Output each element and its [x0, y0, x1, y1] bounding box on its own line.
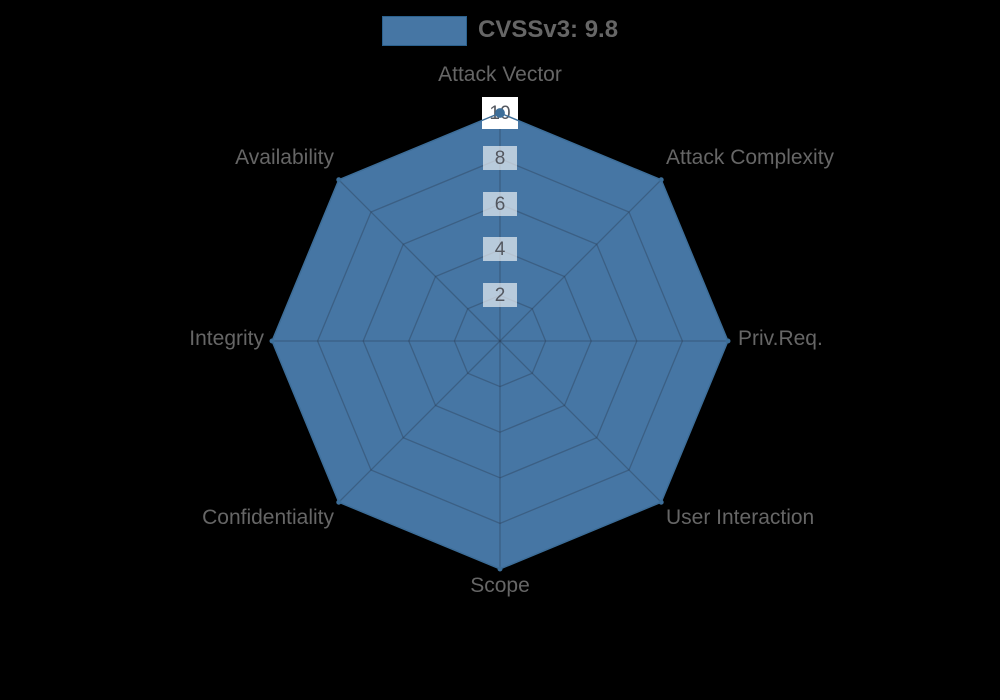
svg-text:8: 8 — [495, 148, 506, 169]
svg-text:4: 4 — [495, 239, 506, 260]
svg-text:6: 6 — [495, 194, 506, 215]
svg-text:2: 2 — [495, 285, 506, 306]
